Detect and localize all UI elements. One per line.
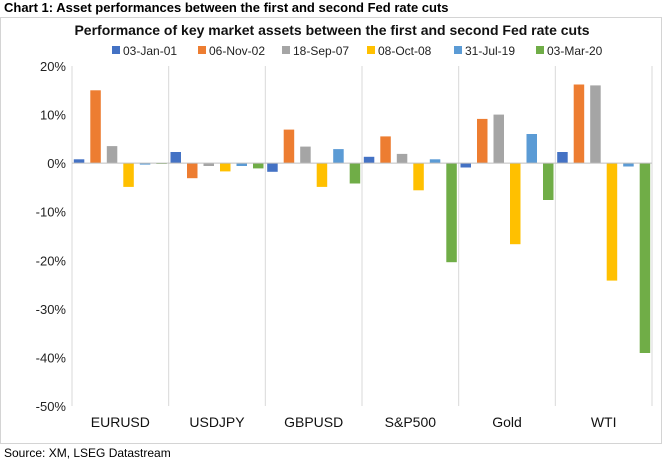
bar — [413, 163, 424, 191]
x-category-label: Gold — [492, 414, 522, 430]
x-category-label: WTI — [591, 414, 617, 430]
legend-label: 18-Sep-07 — [293, 44, 349, 58]
bar — [253, 163, 264, 169]
bar — [639, 163, 651, 353]
y-tick-label: -10% — [36, 205, 67, 220]
bar — [543, 163, 554, 200]
bar — [106, 146, 118, 164]
x-category-label: USDJPY — [189, 414, 245, 430]
bar — [283, 129, 295, 164]
bar — [380, 136, 391, 164]
bar — [446, 163, 457, 263]
legend-label: 31-Jul-19 — [465, 44, 515, 58]
bar — [300, 146, 311, 164]
bar — [396, 153, 408, 164]
bar — [477, 118, 488, 164]
x-category-label: S&P500 — [385, 414, 437, 430]
bar — [187, 163, 198, 179]
legend-label: 03-Jan-01 — [123, 44, 177, 58]
bar — [170, 152, 181, 164]
bar — [363, 156, 375, 164]
bar — [510, 163, 521, 245]
legend-swatch — [367, 46, 375, 54]
bar — [557, 152, 568, 164]
legend-swatch — [198, 46, 206, 54]
bar — [73, 159, 85, 164]
x-category-label: EURUSD — [91, 414, 150, 430]
bar — [349, 163, 361, 184]
y-tick-label: -20% — [36, 253, 67, 268]
legend-swatch — [112, 46, 120, 54]
chart-frame — [0, 17, 662, 444]
bar — [236, 163, 247, 166]
y-tick-label: -30% — [36, 302, 67, 317]
bar — [460, 163, 471, 168]
y-tick-label: -40% — [36, 350, 67, 365]
y-tick-label: 0% — [47, 156, 66, 171]
source-note: Source: XM, LSEG Datastream — [4, 446, 171, 460]
bar — [429, 159, 441, 164]
bar — [203, 163, 214, 166]
legend-label: 03-Mar-20 — [547, 44, 603, 58]
bar — [90, 90, 101, 164]
legend-label: 08-Oct-08 — [378, 44, 432, 58]
chart-caption: Chart 1: Asset performances between the … — [4, 0, 449, 15]
bar — [316, 163, 328, 187]
y-tick-label: 20% — [40, 59, 66, 74]
bar — [590, 85, 601, 164]
legend-label: 06-Nov-02 — [209, 44, 265, 58]
legend-swatch — [454, 46, 462, 54]
y-tick-label: -50% — [36, 399, 67, 414]
bar — [623, 163, 634, 167]
bar — [123, 163, 134, 187]
bar — [267, 163, 278, 172]
bar — [526, 134, 537, 164]
bar — [139, 163, 151, 165]
chart-title: Performance of key market assets between… — [74, 22, 590, 38]
bar — [333, 149, 344, 164]
bar — [493, 114, 504, 164]
legend-swatch — [282, 46, 290, 54]
x-category-label: GBPUSD — [284, 414, 343, 430]
bar — [573, 84, 585, 164]
legend-swatch — [536, 46, 544, 54]
y-tick-label: 10% — [40, 108, 66, 123]
bar — [220, 163, 231, 172]
bar — [606, 163, 618, 281]
